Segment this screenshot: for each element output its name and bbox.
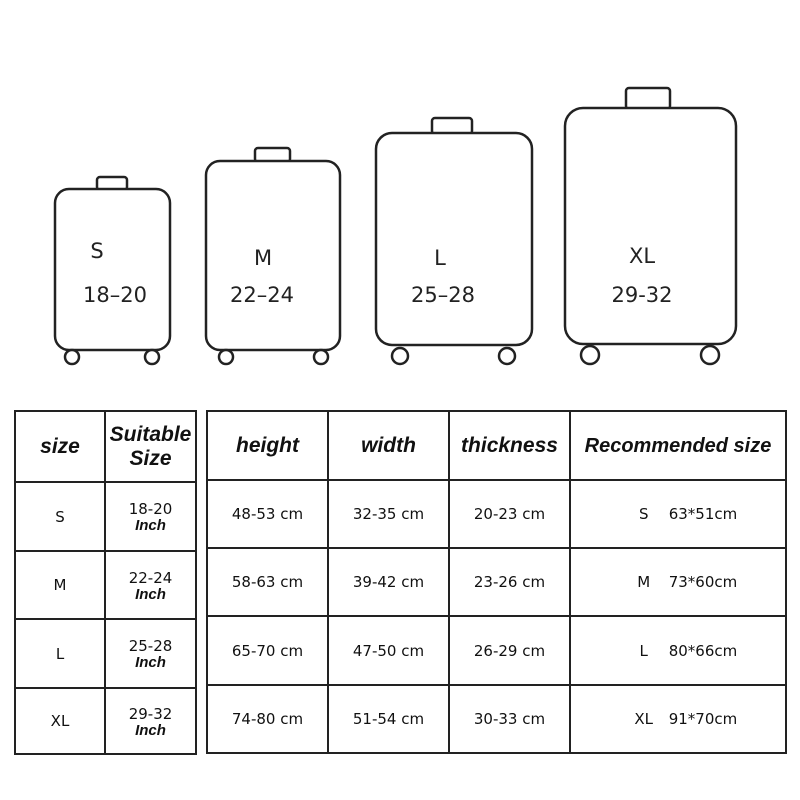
suitcase-xl: XL 29-32: [563, 86, 738, 366]
width-cell: 39-42 cm: [327, 547, 450, 617]
suitcase-size: S: [90, 239, 103, 263]
rec-dim: 63*51cm: [668, 505, 738, 523]
thickness-cell: 30-33 cm: [448, 684, 571, 754]
suitcase-size: XL: [629, 244, 655, 268]
suitcase-s: S 18–20: [53, 175, 172, 366]
unit-label: Inch: [135, 654, 166, 671]
rec-size: L: [639, 641, 648, 660]
width-cell: 32-35 cm: [327, 479, 450, 549]
suitable-value: 22-24: [128, 568, 173, 587]
size-cell: M: [14, 550, 106, 620]
table-row: XL 29-32 Inch: [14, 687, 197, 755]
header-height: height: [206, 410, 329, 481]
table-row: M 22-24 Inch: [14, 550, 197, 620]
recommended-cell: XL 91*70cm: [569, 684, 787, 754]
header-recommended-size: Recommended size: [569, 410, 787, 481]
size-cell: S: [14, 481, 106, 552]
thickness-cell: 23-26 cm: [448, 547, 571, 617]
suitable-cell: 18-20 Inch: [104, 481, 197, 552]
unit-label: Inch: [135, 721, 166, 739]
header-suitable-size: Suitable Size: [104, 410, 197, 483]
dimensions-table: height width thickness Recommended size …: [206, 410, 787, 754]
height-cell: 58-63 cm: [206, 547, 329, 617]
header-size: size: [14, 410, 106, 483]
size-cell: XL: [14, 687, 106, 755]
suitable-cell: 22-24 Inch: [104, 550, 197, 620]
recommended-cell: L 80*66cm: [569, 615, 787, 686]
suitable-value: 18-20: [128, 500, 173, 518]
table-row: S 18-20 Inch: [14, 481, 197, 552]
header-line: Size: [129, 446, 172, 470]
rec-dim: 91*70cm: [668, 710, 738, 728]
unit-label: Inch: [135, 517, 166, 534]
rec-size: S: [638, 505, 649, 523]
table-header-row: height width thickness Recommended size: [206, 410, 787, 481]
size-table: size Suitable Size S 18-20 Inch M 22-24 Inc…: [14, 410, 197, 755]
suitable-cell: 25-28 Inch: [104, 618, 197, 689]
suitable-value: 25-28: [128, 637, 173, 655]
suitcase-size: M: [254, 246, 272, 270]
recommended-cell: S 63*51cm: [569, 479, 787, 549]
suitcase-range: 22–24: [230, 283, 294, 307]
suitable-value: 29-32: [128, 704, 173, 723]
width-cell: 51-54 cm: [327, 684, 450, 754]
header-thickness: thickness: [448, 410, 571, 481]
header-width: width: [327, 410, 450, 481]
suitable-cell: 29-32 Inch: [104, 687, 197, 755]
table-row: 48-53 cm 32-35 cm 20-23 cm S 63*51cm: [206, 479, 787, 549]
width-cell: 47-50 cm: [327, 615, 450, 686]
suitcase-range: 25–28: [411, 283, 475, 307]
height-cell: 48-53 cm: [206, 479, 329, 549]
suitcase-illustrations: S 18–20 M 22–24 L 25–28 XL 29-32: [53, 86, 738, 366]
table-row: L 25-28 Inch: [14, 618, 197, 689]
table-row: 58-63 cm 39-42 cm 23-26 cm M 73*60cm: [206, 547, 787, 617]
suitcase-m: M 22–24: [204, 146, 342, 366]
suitcase-range: 18–20: [83, 283, 147, 307]
suitcase-size: L: [434, 246, 446, 270]
table-header-row: size Suitable Size: [14, 410, 197, 483]
table-row: 65-70 cm 47-50 cm 26-29 cm L 80*66cm: [206, 615, 787, 686]
rec-size: XL: [634, 710, 654, 728]
table-row: 74-80 cm 51-54 cm 30-33 cm XL 91*70cm: [206, 684, 787, 754]
rec-size: M: [637, 573, 651, 591]
recommended-cell: M 73*60cm: [569, 547, 787, 617]
height-cell: 65-70 cm: [206, 615, 329, 686]
size-cell: L: [14, 618, 106, 689]
suitcase-l: L 25–28: [374, 116, 534, 366]
thickness-cell: 20-23 cm: [448, 479, 571, 549]
rec-dim: 73*60cm: [668, 573, 738, 591]
header-line: Suitable: [109, 422, 192, 446]
rec-dim: 80*66cm: [668, 641, 738, 660]
height-cell: 74-80 cm: [206, 684, 329, 754]
thickness-cell: 26-29 cm: [448, 615, 571, 686]
suitcase-range: 29-32: [611, 283, 672, 307]
unit-label: Inch: [135, 585, 166, 603]
